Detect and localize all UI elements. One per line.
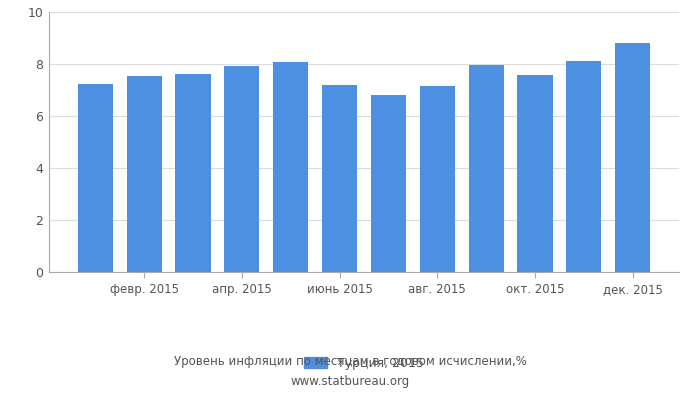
Bar (615, 43, 650, 272)
Bar (468, 65, 504, 272)
Bar (566, 61, 601, 272)
Bar (420, 86, 455, 272)
Text: Уровень инфляции по месяцам в годовом исчислении,%: Уровень инфляции по месяцам в годовом ис… (174, 356, 526, 368)
Text: www.statbureau.org: www.statbureau.org (290, 376, 410, 388)
Bar (127, 76, 162, 272)
Bar (224, 66, 260, 272)
Bar (371, 95, 406, 272)
Bar (273, 62, 308, 272)
Bar (78, 84, 113, 272)
Legend: Турция, 2015: Турция, 2015 (300, 352, 428, 375)
Bar (176, 74, 211, 272)
Bar (517, 75, 552, 272)
Bar (322, 85, 357, 272)
